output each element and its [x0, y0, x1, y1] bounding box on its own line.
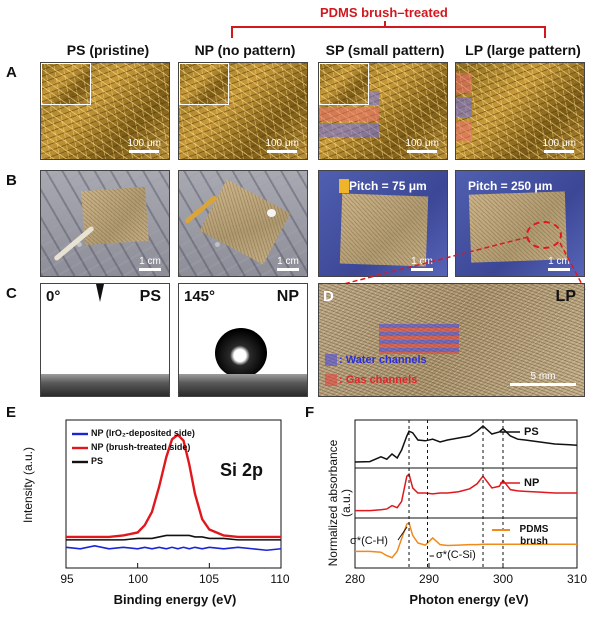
panel-label-a: A: [6, 64, 17, 81]
micrograph-inset: [319, 63, 369, 105]
e-xlabel: Binding energy (eV): [113, 592, 237, 607]
header-bracket: [231, 21, 546, 38]
panel-label-b: B: [6, 172, 17, 189]
column-title-lp: LP (large pattern): [465, 42, 581, 58]
substrate: [179, 374, 307, 396]
gas-channel-overlay: [456, 73, 472, 93]
water-channel-overlay: [456, 97, 472, 117]
f-annotation-arrow: [397, 526, 408, 541]
photo-sp: Pitch = 75 μm 1 cm: [318, 170, 448, 277]
substrate: [41, 374, 169, 396]
e-legend-label: PS: [91, 456, 104, 466]
gas-legend-swatch: [325, 374, 337, 386]
panel-label-c: C: [6, 285, 17, 302]
f-legend-label: PS: [524, 426, 539, 438]
needle-icon: [96, 284, 104, 302]
e-xtick: 95: [60, 572, 74, 586]
e-series-line: [66, 433, 281, 539]
water-channels-label: : Water channels: [339, 354, 427, 366]
photo-ps: 1 cm: [40, 170, 170, 277]
micrograph-sp: 100 μm: [318, 62, 448, 160]
sample-label-np: NP: [276, 288, 299, 305]
photo-np: 1 cm: [178, 170, 308, 277]
f-xtick: 310: [566, 572, 588, 586]
scale-bar: 1 cm: [139, 256, 161, 271]
f-xlabel: Photon energy (eV): [409, 592, 529, 607]
column-title-ps: PS (pristine): [66, 42, 150, 58]
f-legend-label: NP: [524, 477, 540, 489]
scale-bar: 100 μm: [265, 138, 299, 153]
panel-label-d: D: [323, 288, 334, 305]
f-xtick: 300: [492, 572, 514, 586]
f-series-line: [355, 521, 577, 559]
scale-bar: 100 μm: [405, 138, 439, 153]
column-title-sp: SP (small pattern): [325, 42, 445, 58]
header-bracket-label: PDMS brush–treated: [320, 5, 448, 20]
pitch-label-sp: Pitch = 75 μm: [349, 179, 427, 193]
e-legend-label: NP (IrO₂-deposited side): [91, 428, 195, 438]
contact-angle-np: 145° NP: [178, 283, 308, 397]
micrograph-np: 100 μm: [178, 62, 308, 160]
water-channel-overlay: [319, 123, 379, 137]
water-legend-swatch: [325, 354, 337, 366]
micrograph-ps: 100 μm: [40, 62, 170, 160]
gas-channel-overlay: [319, 107, 379, 121]
photo-lp: Pitch = 250 μm 1 cm: [455, 170, 585, 277]
contact-angle-ps: 0° PS: [40, 283, 170, 397]
f-annotation: σ*(C-H): [350, 535, 388, 547]
f-legend-label: PDMS brush: [519, 524, 549, 547]
water-droplet-icon: [267, 209, 276, 217]
f-annotation: σ*(C-Si): [436, 549, 476, 561]
e-plot-frame: [65, 419, 282, 569]
f-xtick: 290: [418, 572, 440, 586]
zoom-circle: [526, 221, 562, 249]
scale-bar: 100 μm: [127, 138, 161, 153]
water-droplet: [215, 328, 267, 378]
scale-bar: 100 μm: [542, 138, 576, 153]
e-legend-label: NP (brush-treated side): [91, 442, 191, 452]
pitch-label-lp: Pitch = 250 μm: [468, 179, 553, 193]
e-series-line: [66, 534, 281, 541]
tape-strip: [339, 179, 349, 193]
micrograph-lp: 100 μm: [455, 62, 585, 160]
micrograph-inset: [41, 63, 91, 105]
e-annotation: Si 2p: [220, 460, 264, 480]
e-xtick: 110: [270, 572, 290, 586]
e-xtick: 100: [127, 572, 149, 586]
scale-bar: 5 mm: [510, 371, 576, 386]
micrograph-inset: [179, 63, 229, 105]
e-series-line: [65, 544, 282, 552]
gas-channels-label: : Gas channels: [339, 374, 418, 386]
gas-channel-overlay: [456, 121, 472, 141]
angle-value-np: 145°: [184, 288, 216, 305]
f-series-line: [354, 424, 578, 463]
panel-label-f: F: [305, 404, 315, 421]
scale-bar: 1 cm: [411, 256, 433, 271]
panel-label-e: E: [6, 404, 17, 421]
scale-bar: 1 cm: [548, 256, 570, 271]
e-xtick: 105: [198, 572, 220, 586]
scale-bar: 1 cm: [277, 256, 299, 271]
f-series-line: [355, 472, 577, 512]
sample-label-ps: PS: [139, 288, 161, 305]
column-title-np: NP (no pattern): [194, 42, 296, 58]
panel-d-lp-label: LP: [555, 288, 576, 305]
panel-d-image: D LP : Water channels : Gas channels 5 m…: [318, 283, 585, 397]
f-subplot-frame: [354, 419, 578, 469]
f-xtick: 280: [344, 572, 366, 586]
channel-stripes: [379, 324, 459, 354]
angle-value-ps: 0°: [46, 288, 61, 305]
f-subplot-frame: [354, 517, 578, 569]
